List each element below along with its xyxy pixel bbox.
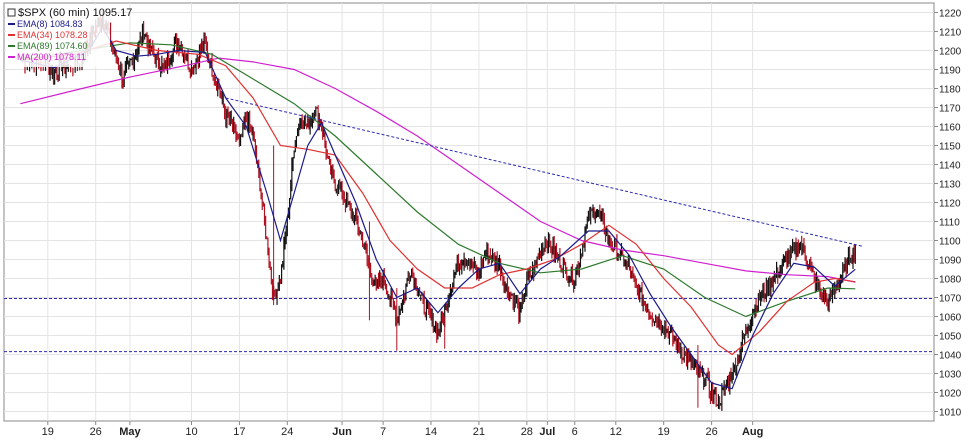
y-tick-label: 1160: [939, 123, 961, 134]
x-tick-label: May: [119, 426, 141, 438]
ema89-line: [20, 42, 856, 318]
legend-entry: EMA(34) 1078.28: [17, 30, 88, 40]
y-tick-label: 1130: [939, 180, 961, 191]
resistance-trendline: [225, 97, 863, 247]
y-tick-label: 1190: [939, 66, 961, 77]
x-tick-label: 19: [42, 426, 54, 438]
y-tick-label: 1080: [939, 275, 962, 286]
x-tick-label: 24: [281, 426, 293, 438]
y-tick-label: 1070: [939, 294, 962, 305]
y-tick-label: 1020: [939, 389, 962, 400]
x-tick-label: 7: [380, 426, 386, 438]
x-tick-label: 26: [90, 426, 102, 438]
chart-symbol-title: $SPX (60 min) 1095.17: [18, 7, 132, 19]
legend-entry: EMA(8) 1084.83: [17, 19, 83, 29]
axis-layer: 1010 1020 1030 1040 1050 1060 1070 1080 1090 1100…: [42, 9, 962, 439]
x-tick-label: 28: [521, 426, 533, 438]
series-layer: [4, 10, 934, 411]
legend-background: [6, 5, 110, 67]
y-tick-label: 1140: [939, 161, 961, 172]
y-tick-label: 1090: [939, 256, 962, 267]
y-tick-label: 1200: [939, 47, 962, 58]
ema34-line: [20, 40, 856, 356]
legend-entry: MA(200) 1078.11: [17, 52, 86, 62]
x-tick-label: Aug: [742, 426, 763, 438]
x-tick-label: Jun: [332, 426, 352, 438]
y-tick-label: 1170: [939, 104, 961, 115]
y-tick-label: 1060: [939, 313, 962, 324]
legend-entry: EMA(89) 1074.60: [17, 41, 88, 51]
x-tick-label: 19: [658, 426, 670, 438]
y-tick-label: 1100: [939, 237, 961, 248]
y-tick-label: 1110: [939, 218, 960, 229]
y-tick-label: 1220: [939, 9, 962, 20]
plot-frame: [3, 2, 935, 422]
y-tick-label: 1040: [939, 351, 962, 362]
ma200-line: [20, 57, 856, 283]
y-tick-label: 1180: [939, 85, 961, 96]
y-tick-label: 1010: [939, 408, 962, 419]
x-tick-label: 26: [705, 426, 717, 438]
x-tick-label: Jul: [539, 426, 555, 438]
x-tick-label: 17: [233, 426, 245, 438]
y-tick-label: 1050: [939, 332, 962, 343]
x-tick-label: 10: [185, 426, 197, 438]
ema8-line: [20, 26, 856, 390]
y-tick-label: 1120: [939, 199, 961, 210]
y-tick-label: 1150: [939, 142, 961, 153]
y-tick-label: 1210: [939, 28, 962, 39]
symbol-checkbox-icon: [7, 8, 16, 17]
x-tick-label: 21: [473, 426, 485, 438]
x-tick-label: 6: [572, 426, 578, 438]
x-tick-label: 12: [610, 426, 622, 438]
x-tick-label: 14: [425, 426, 437, 438]
y-tick-label: 1030: [939, 370, 962, 381]
